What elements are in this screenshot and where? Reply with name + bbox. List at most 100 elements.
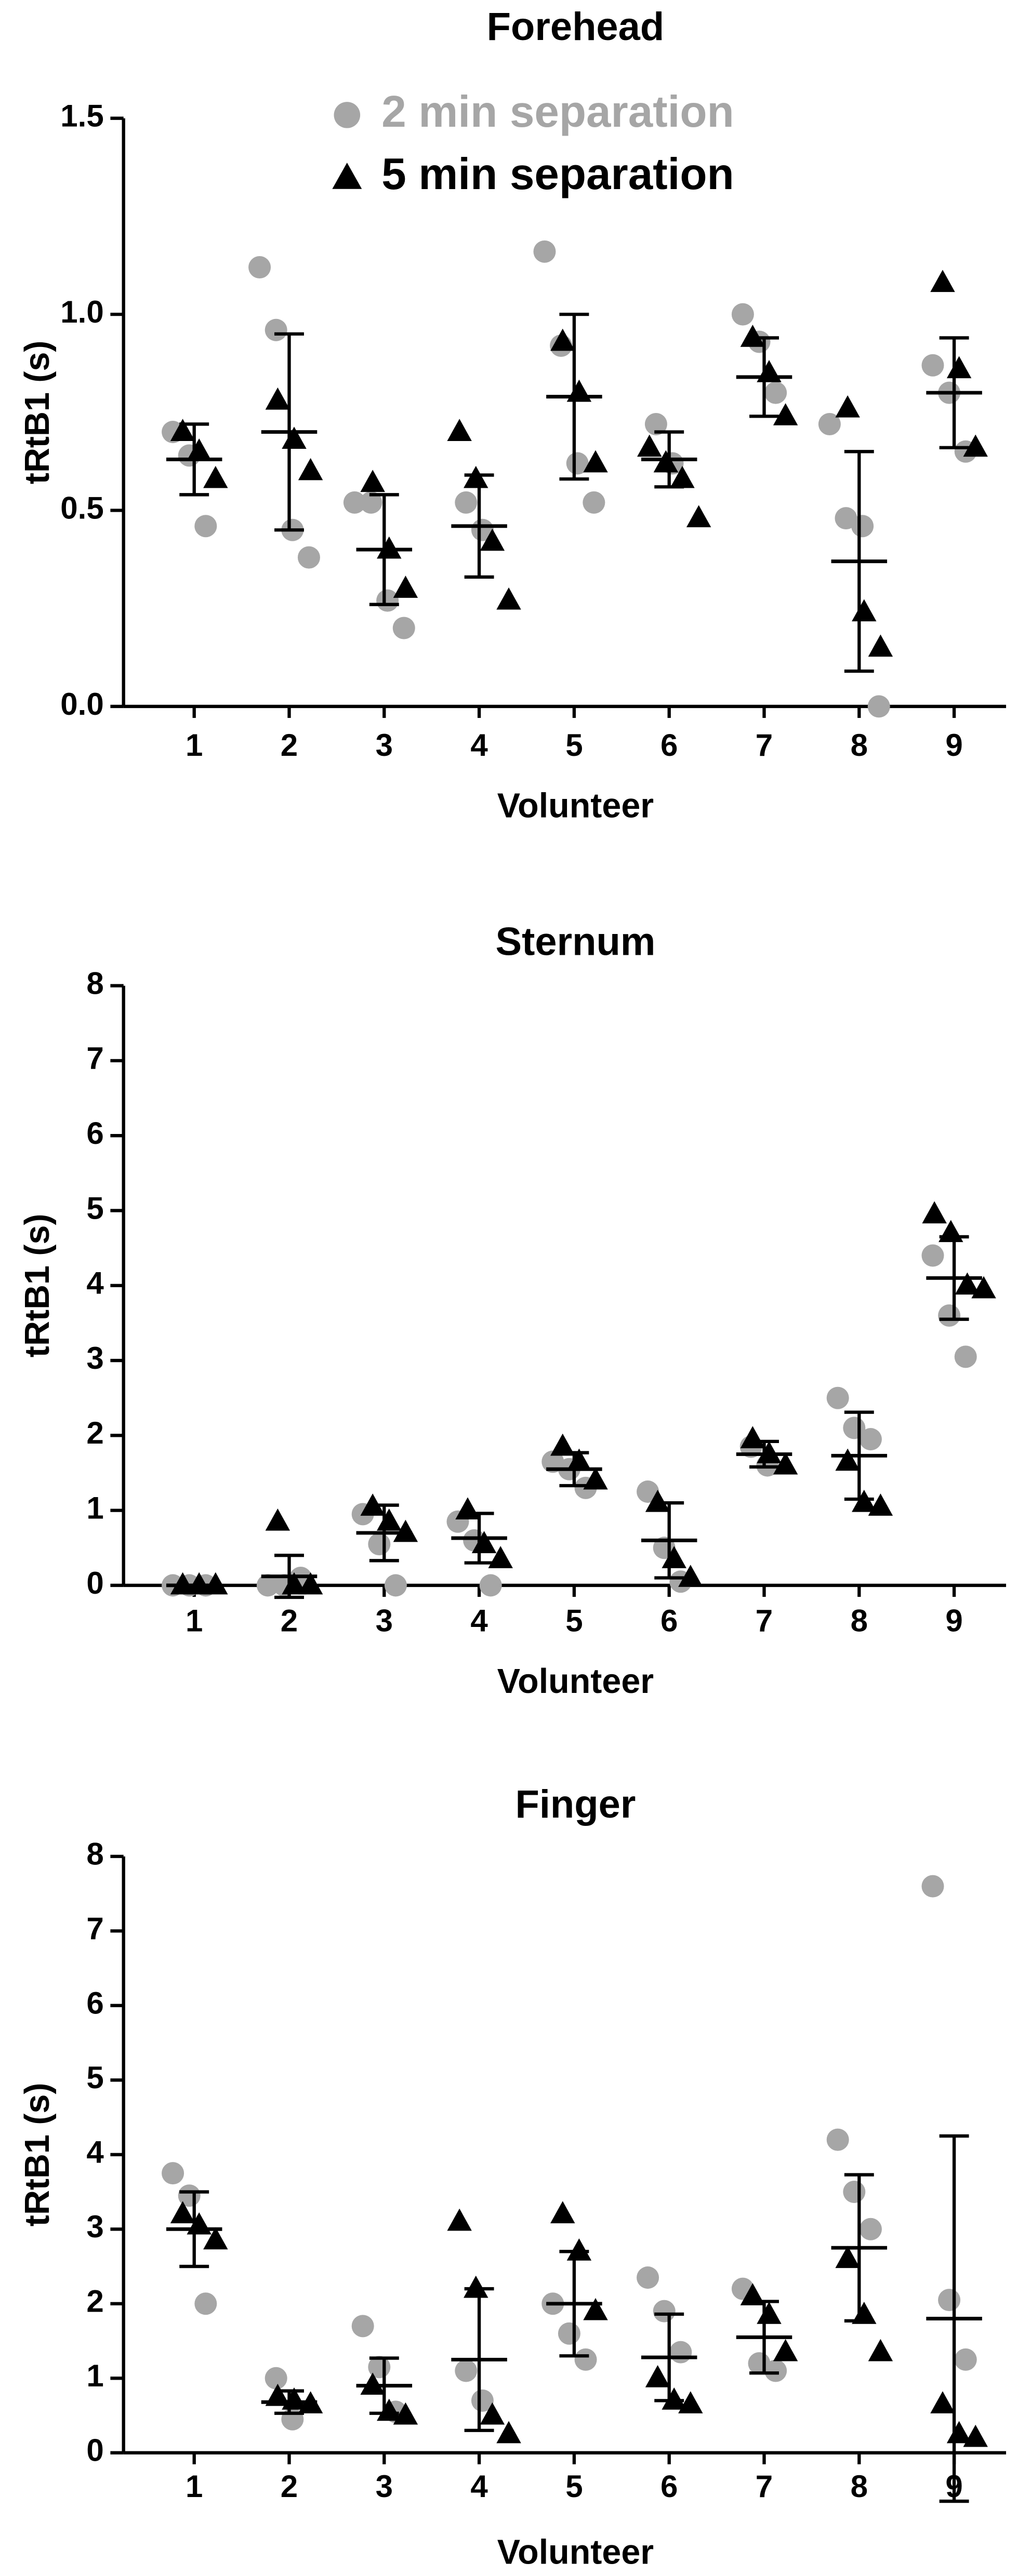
triangle-point [678,1565,703,1587]
triangle-point [963,434,988,457]
circle-point [574,2348,597,2371]
triangle-point [170,2201,195,2223]
circle-point [360,491,382,514]
x-tick-label: 3 [376,1604,393,1638]
x-axis-label: Volunteer [497,787,654,825]
circle-point [471,2389,494,2412]
triangle-point [773,1452,798,1475]
x-tick-label: 5 [565,1604,583,1638]
triangle-point [298,1572,323,1595]
y-tick-label: 0 [86,2433,103,2468]
circle-point [637,1480,659,1503]
y-tick-label: 1.5 [60,99,104,134]
triangle-point [480,528,505,551]
triangle-point [645,1489,670,1512]
triangle-point [930,2391,955,2413]
triangle-point [203,1572,228,1595]
chart-title: Finger [515,1782,636,1826]
circle-point [637,2266,659,2289]
triangle-point [773,403,798,425]
triangle-point [868,2339,893,2361]
circle-point [248,256,271,279]
circle-point [867,695,890,718]
y-tick-label: 0 [86,1566,103,1600]
x-tick-label: 9 [945,1604,962,1638]
triangle-point [773,2339,798,2361]
circle-point [826,2128,849,2151]
triangle-point [678,2391,703,2413]
triangle-point [447,2208,472,2231]
circle-point [194,2292,217,2315]
x-tick-label: 3 [376,2469,393,2504]
triangle-point [645,2365,670,2387]
circle-point [859,1428,882,1451]
triangle-point [670,465,695,488]
circle-point [194,515,217,538]
triangle-point [922,1201,947,1224]
y-axis-label: tRtB1 (s) [18,2083,57,2226]
triangle-point [298,458,323,481]
y-tick-label: 7 [86,1041,103,1076]
triangle-point [464,465,488,488]
x-tick-label: 1 [186,1604,203,1638]
y-axis-label: tRtB1 (s) [18,1213,57,1357]
y-tick-label: 8 [86,966,103,1000]
triangle-point [377,2398,402,2421]
triangle-point [447,419,472,441]
circle-point [653,2300,676,2323]
y-tick-label: 7 [86,1911,103,1946]
circle-point [921,354,944,377]
x-tick-label: 1 [186,728,203,763]
circle-point [954,2348,977,2371]
y-tick-label: 3 [86,2209,103,2244]
triangle-point [360,2372,385,2395]
x-tick-label: 9 [945,728,962,763]
triangle-point [550,328,575,351]
triangle-point [740,1426,765,1448]
x-tick-label: 4 [470,2469,488,2504]
circle-point [938,1304,961,1327]
circle-point [368,1533,391,1556]
triangle-point [282,426,307,449]
circle-point [818,412,841,435]
y-tick-label: 4 [86,1266,104,1301]
circle-point [376,589,399,612]
y-axis-label: tRtB1 (s) [18,340,57,484]
y-tick-label: 2 [86,2284,103,2319]
triangle-point [740,2283,765,2305]
circle-point [479,1574,502,1597]
circle-point [851,515,874,538]
triangle-point [170,419,195,441]
triangle-point [393,1519,418,1542]
triangle-point [265,387,290,410]
triangle-point [393,576,418,598]
triangle-point [583,2298,608,2320]
circle-point [455,2359,478,2382]
circle-point [351,2315,374,2338]
circle-point [392,617,415,639]
x-tick-label: 2 [281,2469,298,2504]
circle-point [558,2322,580,2345]
x-tick-label: 7 [756,2469,773,2504]
triangle-point [360,470,385,492]
triangle-point [393,2402,418,2425]
triangle-point [496,2421,521,2444]
circle-point [297,546,320,569]
triangle-point [740,325,765,347]
triangle-point [637,434,662,457]
triangle-point [930,270,955,292]
y-tick-label: 1.0 [60,295,104,329]
legend-marker [332,163,362,189]
circle-point [921,1875,944,1898]
x-tick-label: 8 [851,728,868,763]
x-tick-label: 1 [186,2469,203,2504]
x-tick-label: 5 [565,2469,583,2504]
circle-point [162,2162,184,2185]
x-tick-label: 5 [565,728,583,763]
x-tick-label: 4 [470,1604,488,1638]
triangle-point [868,1493,893,1516]
triangle-point [583,1467,608,1490]
triangle-point [550,1433,575,1456]
triangle-point [170,1572,195,1595]
